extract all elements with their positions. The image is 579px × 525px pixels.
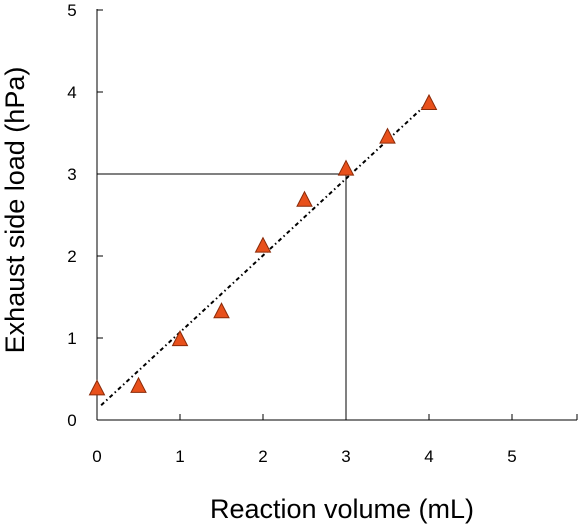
x-tick-label: 1 [175,447,184,466]
data-point-triangle [420,93,438,110]
y-tick-label: 0 [67,411,76,430]
x-ticks: 0 1 2 3 4 5 [92,414,578,466]
data-point-triangle [254,236,272,253]
data-markers [88,93,438,396]
reference-lines [97,173,347,420]
trendline [100,101,430,406]
y-tick-label: 2 [67,247,76,266]
data-point-triangle [379,127,396,144]
y-tick-label: 5 [67,1,76,20]
data-point-triangle [171,330,189,347]
x-tick-label: 2 [258,447,267,466]
trendline-layer [100,101,430,406]
x-tick-label: 0 [92,447,101,466]
y-tick-label: 1 [67,329,76,348]
data-point-triangle [296,190,313,207]
x-tick-label: 5 [507,447,516,466]
data-point-triangle [337,159,355,176]
x-tick-label: 3 [341,447,350,466]
y-tick-label: 3 [67,165,76,184]
y-ticks: 0 1 2 3 4 5 [67,1,103,430]
axes [96,9,577,421]
x-tick-label: 4 [424,447,433,466]
data-point-triangle [213,302,230,319]
data-point-triangle [88,379,106,396]
data-point-triangle [130,376,147,393]
y-axis-title: Exhaust side load (hPa) [0,67,30,354]
y-tick-label: 4 [67,83,76,102]
x-axis-title: Reaction volume (mL) [210,494,474,524]
